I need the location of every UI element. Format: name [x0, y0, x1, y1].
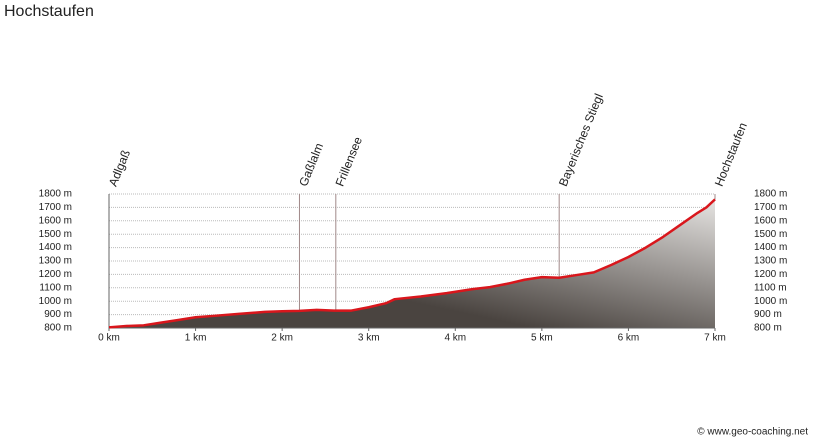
x-tick-label: 6 km — [618, 333, 640, 344]
credit: © www.geo-coaching.net — [697, 427, 808, 438]
profile-line — [108, 198, 716, 329]
x-tick-label: 2 km — [271, 333, 293, 344]
waypoint-label: Bayerisches Stiegl — [556, 92, 606, 189]
y-tick-label: 1000 m — [39, 296, 72, 307]
y-tick-label-right: 1300 m — [754, 256, 787, 267]
y-tick-label-right: 1700 m — [754, 202, 787, 213]
y-tick-label: 1300 m — [39, 256, 72, 267]
x-tick-label: 5 km — [531, 333, 553, 344]
waypoint-label: Frillensee — [333, 135, 366, 189]
y-tick-label-right: 1200 m — [754, 269, 787, 280]
x-tick-label: 3 km — [358, 333, 380, 344]
y-tick-label-right: 900 m — [754, 309, 782, 320]
y-tick-label: 800 m — [44, 323, 72, 334]
y-tick-label: 1400 m — [39, 242, 72, 253]
x-tick-label: 7 km — [704, 333, 726, 344]
y-tick-label: 1500 m — [39, 229, 72, 240]
y-tick-label-right: 1100 m — [754, 282, 787, 293]
waypoint-label: Hochstaufen — [712, 121, 750, 189]
y-tick-label-right: 1800 m — [754, 189, 787, 200]
waypoint-label: Gaßlalm — [296, 141, 326, 188]
y-tick-label: 1800 m — [39, 189, 72, 200]
chart-title: Hochstaufen — [4, 3, 94, 20]
x-tick-label: 4 km — [444, 333, 466, 344]
y-tick-label-right: 1400 m — [754, 242, 787, 253]
y-tick-label: 1100 m — [39, 282, 72, 293]
x-tick-label: 1 km — [185, 333, 207, 344]
area — [109, 199, 715, 328]
waypoint-label: Adlgaß — [106, 148, 133, 189]
y-tick-label-right: 1000 m — [754, 296, 787, 307]
y-tick-label-right: 1600 m — [754, 215, 787, 226]
x-tick-label: 0 km — [98, 333, 120, 344]
y-tick-label: 1200 m — [39, 269, 72, 280]
y-tick-label: 900 m — [44, 309, 72, 320]
y-tick-label: 1600 m — [39, 215, 72, 226]
y-tick-label-right: 800 m — [754, 323, 782, 334]
y-tick-label-right: 1500 m — [754, 229, 787, 240]
y-tick-label: 1700 m — [39, 202, 72, 213]
